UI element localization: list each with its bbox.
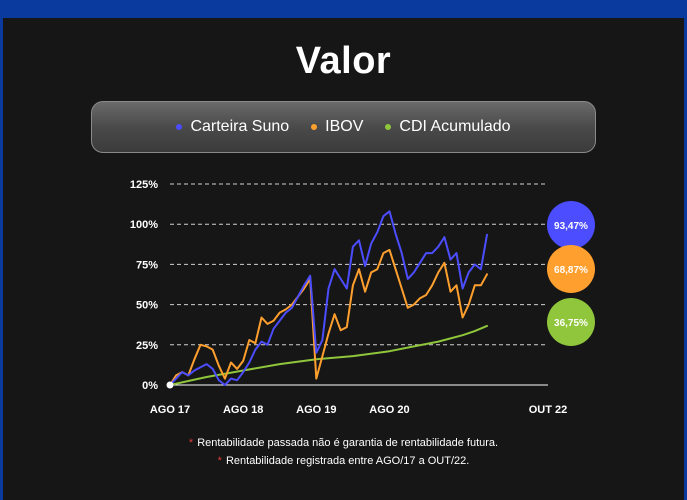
legend-dot-ibov — [311, 124, 318, 130]
asterisk-icon: * — [217, 455, 222, 467]
asterisk-icon: * — [188, 437, 194, 449]
legend-label-carteira: Carteira Suno — [190, 118, 290, 135]
legend-dot-carteira — [176, 124, 183, 130]
end-value-label-carteira: 93,47% — [554, 221, 588, 232]
series-line-cdi — [169, 324, 488, 386]
legend-dot-cdi — [385, 124, 392, 130]
footnotes: * Rentabilidade passada não é garantia de… — [0, 434, 687, 470]
x-tick-label: AGO 17 — [150, 404, 190, 416]
end-value-bubble-cdi — [547, 298, 595, 346]
series-line-ibov — [169, 248, 488, 386]
end-value-label-cdi: 36,75% — [554, 318, 588, 329]
x-tick-label: OUT 22 — [529, 404, 568, 416]
footnote-2: * Rentabilidade registrada entre AGO/17 a… — [0, 452, 687, 470]
x-tick-label: AGO 20 — [369, 404, 409, 416]
end-value-label-ibov: 68,87% — [554, 265, 588, 276]
legend-item-carteira: Carteira Suno — [176, 118, 289, 136]
end-value-bubble-carteira — [547, 201, 595, 249]
legend-label-ibov: IBOV — [325, 118, 364, 135]
y-tick-label: 50% — [136, 300, 158, 312]
legend-item-cdi: CDI Acumulado — [385, 118, 511, 136]
legend-label-cdi: CDI Acumulado — [399, 118, 511, 135]
footnote-2-text: Rentabilidade registrada entre AGO/17 a … — [225, 455, 470, 467]
series-line-carteira — [169, 210, 488, 386]
chart-title: Valor — [295, 40, 392, 82]
x-tick-label: AGO 19 — [296, 404, 336, 416]
footnote-1: * Rentabilidade passada não é garantia de… — [0, 434, 687, 452]
legend-item-ibov: IBOV — [311, 118, 363, 136]
y-tick-label: 0% — [142, 380, 158, 392]
footnote-1-text: Rentabilidade passada não é garantia de … — [197, 437, 499, 449]
y-tick-label: 75% — [136, 259, 158, 271]
legend-panel: Carteira Suno IBOV CDI Acumulado — [91, 101, 596, 153]
y-tick-label: 25% — [136, 340, 158, 352]
origin-dot — [166, 381, 174, 389]
end-value-bubble-ibov — [547, 245, 595, 293]
x-tick-label: AGO 18 — [223, 404, 263, 416]
y-tick-label: 100% — [130, 219, 158, 231]
y-tick-label: 125% — [130, 179, 158, 191]
